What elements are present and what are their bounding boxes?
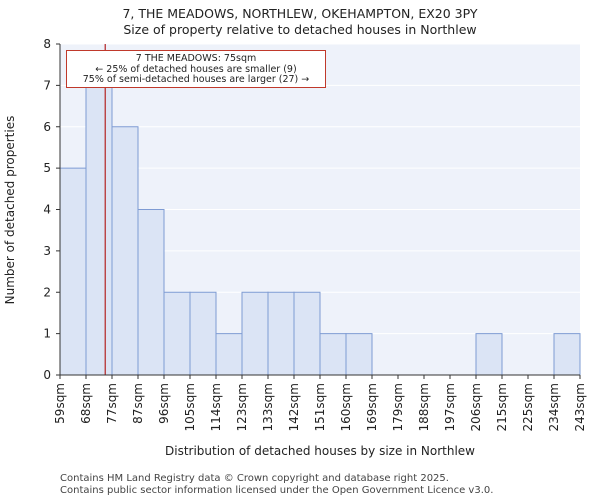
annotation-line2: ← 25% of detached houses are smaller (9) xyxy=(95,63,297,75)
x-tick-label: 188sqm xyxy=(417,383,431,431)
x-tick-label: 151sqm xyxy=(313,383,327,431)
annotation-line3: 75% of semi-detached houses are larger (… xyxy=(82,74,310,85)
y-tick-label: 1 xyxy=(43,327,51,341)
x-tick-label: 123sqm xyxy=(235,383,249,431)
histogram-bar xyxy=(189,291,217,376)
x-tick-label: 243sqm xyxy=(573,383,587,431)
x-tick-label: 142sqm xyxy=(287,383,301,431)
histogram-bar xyxy=(85,84,113,376)
histogram-bar xyxy=(137,209,165,376)
x-tick-label: 133sqm xyxy=(261,383,275,431)
histogram-bar xyxy=(553,333,581,376)
y-tick-label: 4 xyxy=(43,203,51,217)
y-tick-label: 8 xyxy=(43,37,51,51)
x-tick-label: 105sqm xyxy=(183,383,197,431)
histogram-bar xyxy=(267,291,295,376)
histogram-bar xyxy=(319,333,347,376)
x-tick-label: 197sqm xyxy=(443,383,457,431)
x-tick-label: 215sqm xyxy=(495,383,509,431)
x-tick-label: 96sqm xyxy=(157,383,171,424)
histogram-bar xyxy=(293,291,321,376)
y-tick-label: 6 xyxy=(43,120,51,134)
y-tick-label: 0 xyxy=(43,368,51,382)
x-tick-label: 59sqm xyxy=(53,383,67,424)
x-tick-label: 160sqm xyxy=(339,383,353,431)
x-tick-label: 179sqm xyxy=(391,383,405,431)
y-tick-label: 3 xyxy=(43,244,51,258)
x-tick-label: 169sqm xyxy=(365,383,379,431)
y-tick-label: 7 xyxy=(43,78,51,92)
annotation-line1: 7 THE MEADOWS: 75sqm xyxy=(135,53,257,64)
chart-title-line2: Size of property relative to detached ho… xyxy=(123,22,477,37)
x-tick-label: 225sqm xyxy=(521,383,535,431)
chart-title-line1: 7, THE MEADOWS, NORTHLEW, OKEHAMPTON, EX… xyxy=(122,6,478,21)
x-tick-label: 77sqm xyxy=(105,383,119,424)
x-tick-label: 114sqm xyxy=(209,383,223,431)
x-axis-label: Distribution of detached houses by size … xyxy=(165,444,475,458)
histogram-bar xyxy=(163,291,191,376)
histogram-bar xyxy=(111,126,139,376)
footer-line1: Contains HM Land Registry data © Crown c… xyxy=(60,473,449,484)
histogram-bar xyxy=(345,333,373,376)
x-tick-label: 234sqm xyxy=(547,383,561,431)
property-annotation-box: 7 THE MEADOWS: 75sqm ← 25% of detached h… xyxy=(66,50,326,88)
histogram-bar xyxy=(59,167,87,376)
y-tick-label: 2 xyxy=(43,285,51,299)
x-tick-label: 87sqm xyxy=(131,383,145,424)
y-tick-label: 5 xyxy=(43,161,51,175)
footer-line2: Contains public sector information licen… xyxy=(60,485,494,496)
x-tick-label: 68sqm xyxy=(79,383,93,424)
histogram-bar xyxy=(475,333,503,376)
histogram-bar xyxy=(241,291,269,376)
y-axis-label: Number of detached properties xyxy=(3,115,17,305)
histogram-bar xyxy=(215,333,243,376)
x-tick-label: 206sqm xyxy=(469,383,483,431)
